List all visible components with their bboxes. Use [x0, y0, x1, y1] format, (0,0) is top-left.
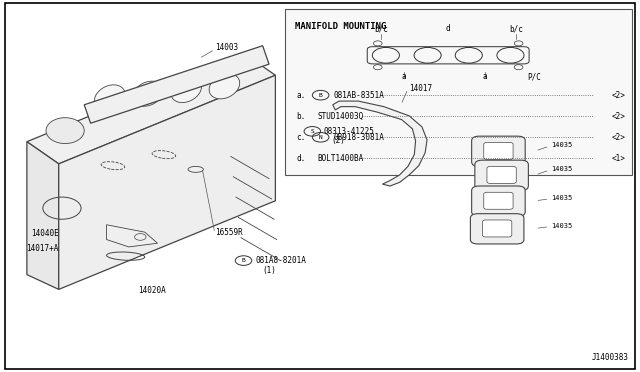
- FancyBboxPatch shape: [475, 160, 529, 190]
- Text: 14035: 14035: [550, 223, 572, 229]
- Text: d.: d.: [296, 154, 306, 163]
- Text: b/c: b/c: [374, 24, 388, 33]
- FancyBboxPatch shape: [472, 186, 525, 216]
- Text: <1>: <1>: [612, 154, 626, 163]
- Text: c.: c.: [296, 133, 306, 142]
- Ellipse shape: [95, 85, 125, 110]
- Text: 14017: 14017: [409, 84, 433, 93]
- Text: 08313-41225: 08313-41225: [324, 127, 374, 136]
- Polygon shape: [59, 75, 275, 289]
- Text: 14017+A: 14017+A: [26, 244, 59, 253]
- Text: J1400383: J1400383: [592, 353, 629, 362]
- Ellipse shape: [46, 118, 84, 144]
- Text: STUD14003Q: STUD14003Q: [317, 112, 364, 121]
- Polygon shape: [106, 225, 157, 247]
- Text: 14035: 14035: [550, 142, 572, 148]
- Text: 14035: 14035: [550, 195, 572, 201]
- Text: N: N: [319, 135, 323, 140]
- Ellipse shape: [171, 77, 202, 103]
- Text: b.: b.: [296, 112, 306, 121]
- FancyBboxPatch shape: [483, 220, 512, 237]
- Text: a: a: [483, 72, 488, 81]
- FancyBboxPatch shape: [285, 9, 632, 175]
- FancyBboxPatch shape: [470, 214, 524, 244]
- Text: 14035: 14035: [550, 166, 572, 172]
- Text: 16559R: 16559R: [215, 228, 243, 237]
- Text: <2>: <2>: [612, 133, 626, 142]
- Text: BOLT1400BA: BOLT1400BA: [317, 154, 364, 163]
- Text: 081A8-8201A: 081A8-8201A: [255, 256, 306, 265]
- Text: a: a: [401, 72, 406, 81]
- Text: a.: a.: [296, 91, 306, 100]
- Text: S: S: [310, 129, 314, 134]
- Text: B: B: [242, 258, 245, 263]
- Text: 14020A: 14020A: [138, 286, 166, 295]
- Ellipse shape: [209, 74, 240, 99]
- Text: 08918-3081A: 08918-3081A: [333, 133, 384, 142]
- Text: <2>: <2>: [612, 91, 626, 100]
- FancyBboxPatch shape: [487, 166, 516, 183]
- Ellipse shape: [132, 81, 163, 106]
- Text: (1): (1): [262, 266, 276, 275]
- Text: d: d: [446, 24, 451, 33]
- Text: <2>: <2>: [612, 112, 626, 121]
- FancyBboxPatch shape: [472, 136, 525, 166]
- Text: b/c: b/c: [509, 24, 523, 33]
- Polygon shape: [27, 53, 275, 164]
- Polygon shape: [84, 46, 269, 123]
- Text: 081AB-8351A: 081AB-8351A: [333, 91, 384, 100]
- Polygon shape: [333, 101, 427, 186]
- Polygon shape: [27, 142, 59, 289]
- Text: MANIFOLD MOUNTING: MANIFOLD MOUNTING: [294, 22, 386, 31]
- Text: (2): (2): [331, 136, 345, 145]
- Text: P/C: P/C: [527, 72, 541, 81]
- Ellipse shape: [188, 166, 204, 172]
- FancyBboxPatch shape: [484, 192, 513, 209]
- FancyBboxPatch shape: [484, 142, 513, 160]
- Text: 14040E: 14040E: [31, 230, 59, 238]
- Text: 14003: 14003: [215, 43, 238, 52]
- Text: B: B: [319, 93, 323, 98]
